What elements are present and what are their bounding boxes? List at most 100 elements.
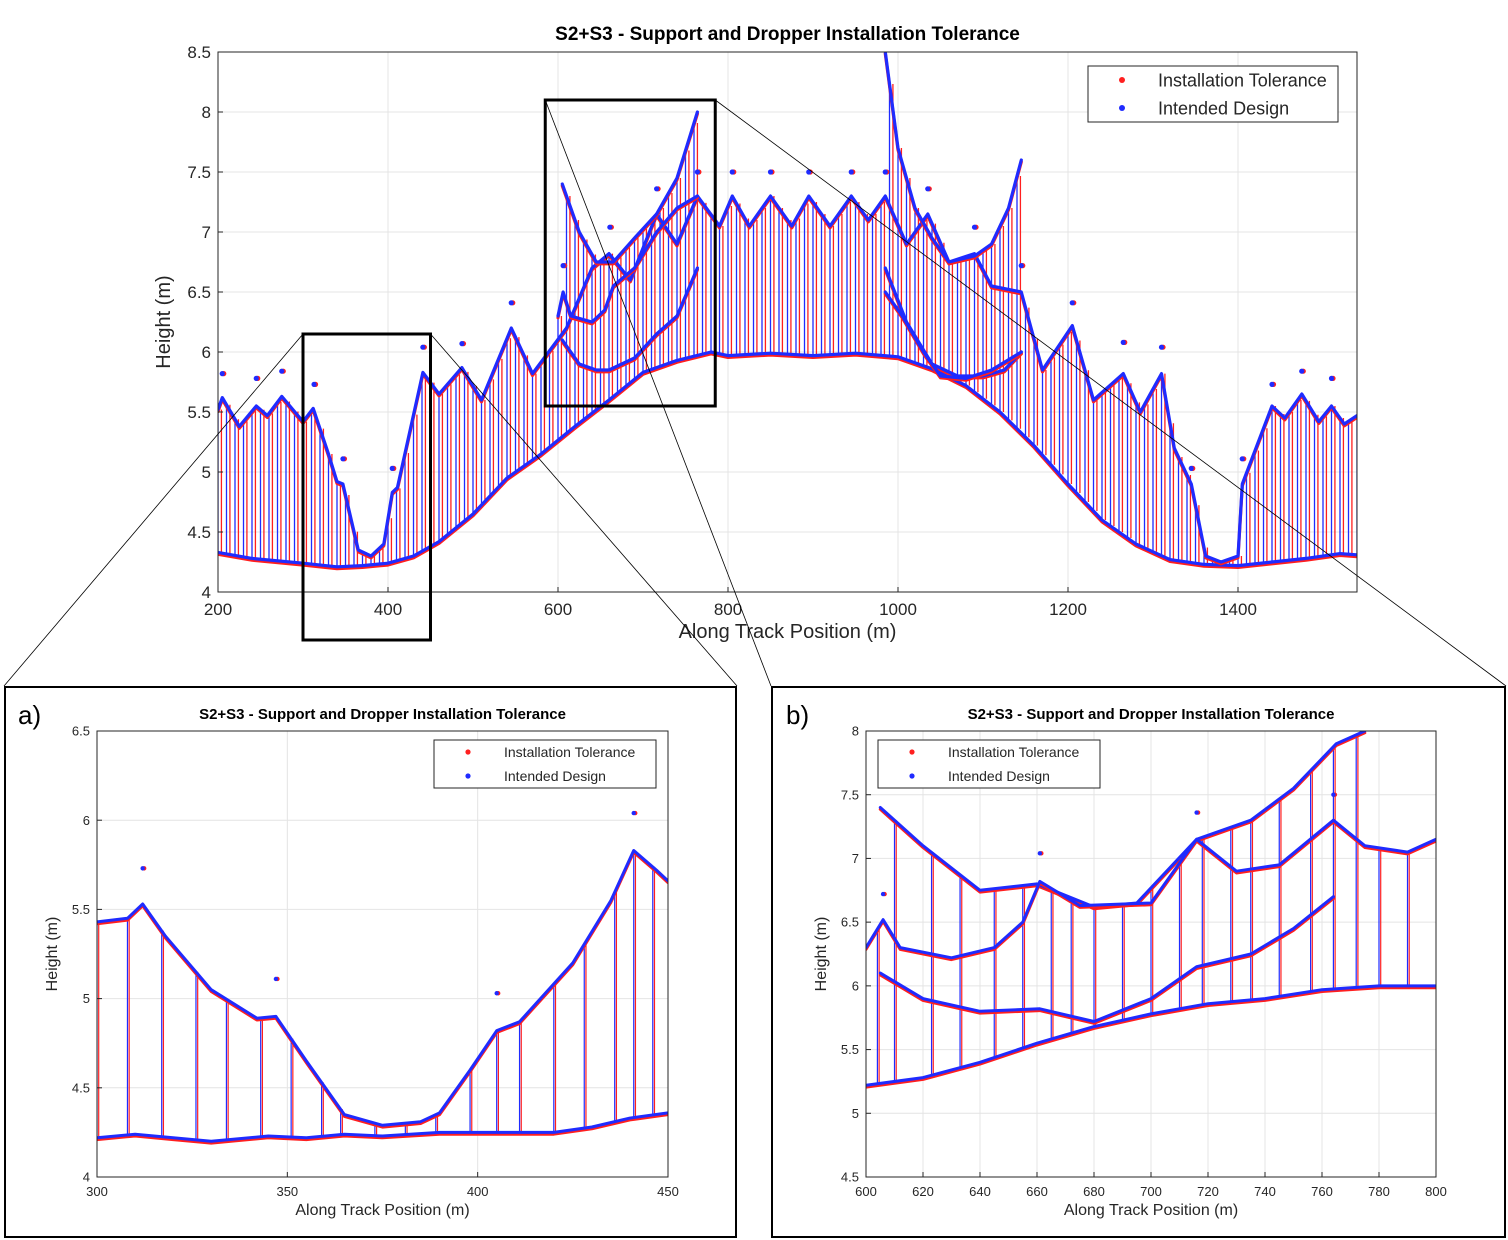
series-design-catenary-overlap-2 <box>556 194 699 324</box>
zoom-connector-b <box>715 99 1507 687</box>
x-tick-label: 760 <box>1311 1184 1333 1199</box>
x-tick-label: 660 <box>1026 1184 1048 1199</box>
series-design-catenary <box>218 194 1357 564</box>
y-axis-label: Height (m) <box>153 275 175 368</box>
support-point-design <box>340 456 346 462</box>
support-point-design <box>694 169 701 175</box>
x-tick-label: 1200 <box>1049 600 1087 619</box>
support-point-design <box>729 169 735 175</box>
legend-label: Installation Tolerance <box>948 744 1079 760</box>
support-point-design <box>925 186 931 192</box>
x-tick-label: 700 <box>1140 1184 1162 1199</box>
y-axis-label: Height (m) <box>813 917 830 992</box>
zoom-connector-a <box>430 333 738 687</box>
y-tick-label: 6 <box>83 813 90 828</box>
series-design-catenary-overlap-4 <box>883 52 1023 264</box>
x-tick-label: 740 <box>1254 1184 1276 1199</box>
support-point-design <box>1069 300 1075 306</box>
x-tick-label: 1400 <box>1219 600 1257 619</box>
support-point-design <box>1299 368 1305 374</box>
y-tick-label: 5 <box>852 1106 859 1121</box>
legend-box <box>1087 65 1339 123</box>
legend-label: Intended Design <box>504 768 606 784</box>
series-design-catenary-overlap-3 <box>560 266 699 372</box>
support-point-design <box>311 381 317 387</box>
x-tick-label: 400 <box>374 600 402 619</box>
y-tick-label: 4.5 <box>841 1170 859 1185</box>
support-point-design <box>508 300 514 306</box>
x-tick-label: 640 <box>969 1184 991 1199</box>
y-tick-label: 5.5 <box>841 1042 859 1057</box>
x-tick-label: 1000 <box>879 600 917 619</box>
legend-marker <box>1119 105 1125 111</box>
y-tick-label: 6.5 <box>841 915 859 930</box>
y-tick-label: 6.5 <box>187 283 211 302</box>
y-tick-label: 7 <box>202 223 211 242</box>
series-design-catenary-overlap-6 <box>883 290 1023 380</box>
series-design-contact <box>97 1111 668 1143</box>
support-point-design <box>631 810 636 816</box>
x-tick-label: 600 <box>855 1184 877 1199</box>
series-design-catenary-2 <box>866 818 1436 960</box>
legend: Installation Tolerance Intended Design <box>877 739 1101 789</box>
x-tick-label: 720 <box>1197 1184 1219 1199</box>
support-point-design <box>459 341 465 347</box>
plot-area-a <box>97 810 668 1145</box>
series-design-contact <box>866 984 1436 1087</box>
legend-box <box>433 739 657 789</box>
y-tick-label: 5 <box>202 463 211 482</box>
zoom-box-a <box>301 332 432 642</box>
plot-area-b <box>866 731 1436 1089</box>
y-tick-label: 7 <box>852 851 859 866</box>
y-tick-label: 7.5 <box>187 163 211 182</box>
support-point-design <box>607 224 613 230</box>
x-tick-label: 200 <box>204 600 232 619</box>
zoom-connector-a <box>3 333 304 687</box>
y-tick-label: 5.5 <box>187 403 211 422</box>
support-point-design <box>971 224 978 230</box>
y-tick-label: 4.5 <box>187 523 211 542</box>
y-axis-label: Height (m) <box>44 917 61 992</box>
chart-title: S2+S3 - Support and Dropper Installation… <box>968 706 1335 723</box>
y-tick-label: 6.5 <box>72 724 90 739</box>
legend-label: Intended Design <box>948 768 1050 784</box>
y-tick-label: 4.5 <box>72 1080 90 1095</box>
support-point-design <box>882 169 888 175</box>
x-tick-label: 620 <box>912 1184 934 1199</box>
legend-marker <box>1119 77 1125 83</box>
support-point-design <box>848 169 854 175</box>
x-axis-label: Along Track Position (m) <box>295 1202 469 1219</box>
support-point-design <box>880 891 886 897</box>
x-tick-label: 300 <box>86 1184 108 1199</box>
x-tick-label: 450 <box>657 1184 679 1199</box>
support-point-design <box>1269 381 1275 387</box>
zoom-box-b <box>543 98 717 408</box>
series-installation-contact <box>866 986 1436 1089</box>
support-point-design <box>219 371 225 377</box>
panel-b-label: b) <box>786 700 810 730</box>
y-tick-label: 5 <box>83 991 90 1006</box>
support-point-design <box>1328 375 1335 381</box>
support-point-design <box>273 976 279 982</box>
chart-title: S2+S3 - Support and Dropper Installation… <box>199 706 566 723</box>
zoom-connector-b <box>544 99 772 687</box>
legend-marker <box>909 773 915 779</box>
x-tick-label: 600 <box>544 600 572 619</box>
chart-main: 200 400 600 800 1000 1200 1400 4 4.5 5 5.5 6 6.5 7 7.5… <box>153 24 1358 643</box>
support-point-design <box>1037 851 1043 856</box>
series-design-catenary-3 <box>878 895 1335 1023</box>
series-design-catenary-overlap-1 <box>560 110 699 264</box>
support-point-design <box>1188 465 1194 471</box>
series-design-contact <box>218 350 1357 569</box>
chart-a: 300 350 400 450 4 4.5 5 5.5 6 6.5 S2+S3 - Support … <box>44 706 679 1219</box>
series-installation-contact <box>218 352 1357 571</box>
series-installation-contact <box>97 1113 668 1145</box>
support-point-design <box>767 169 774 175</box>
support-point-design <box>1158 344 1165 350</box>
support-point-design <box>389 465 395 471</box>
support-point-design <box>1018 263 1024 269</box>
support-point-design <box>560 263 566 269</box>
axes-frame <box>217 51 1358 593</box>
support-point-design <box>494 991 499 996</box>
